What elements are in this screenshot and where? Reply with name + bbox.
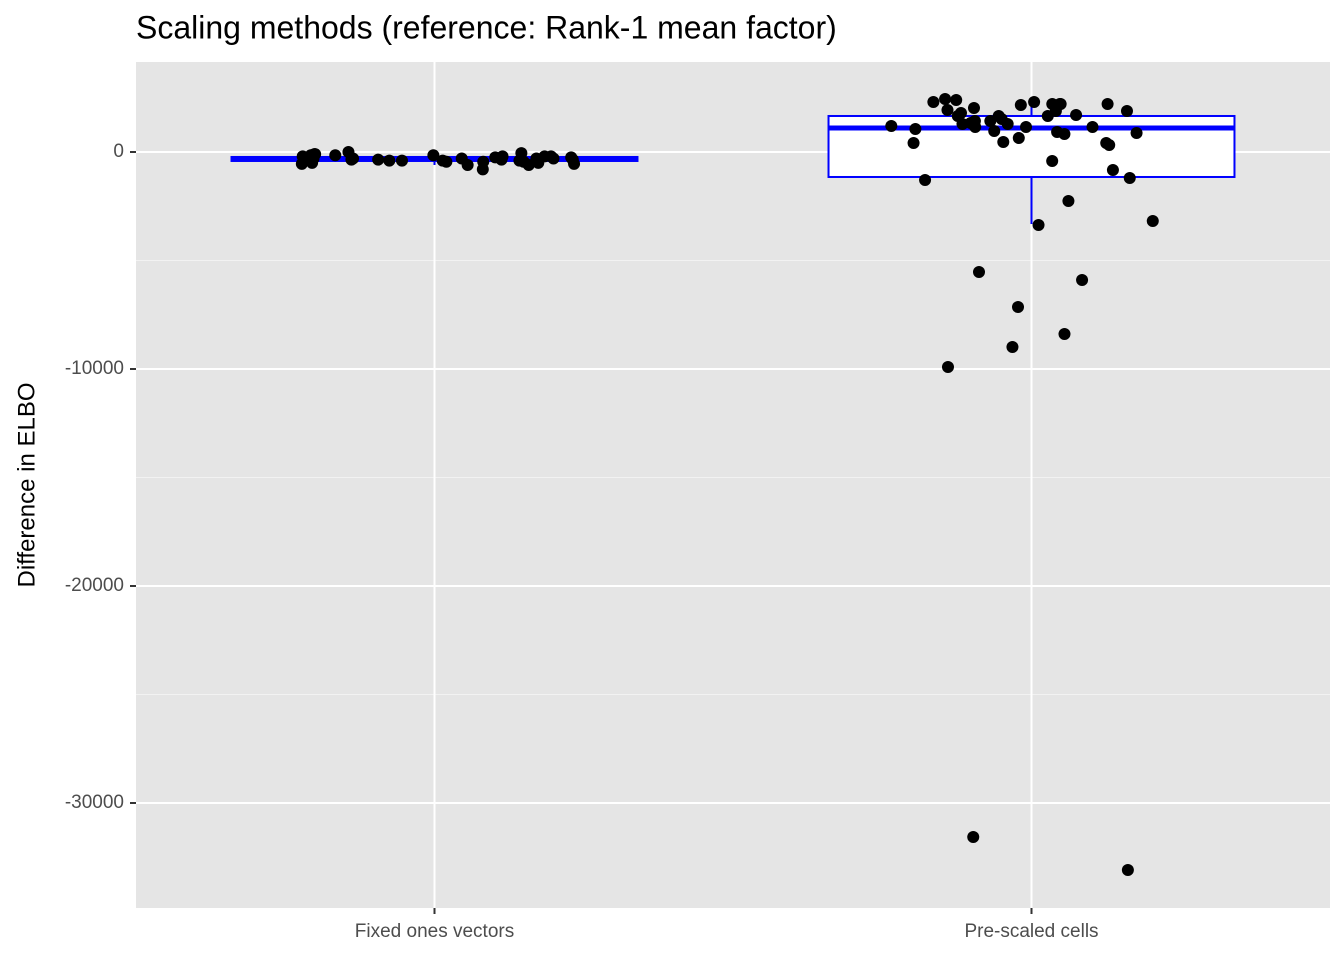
- point: [1012, 300, 1025, 313]
- point: [372, 153, 385, 166]
- point: [345, 153, 358, 166]
- point: [1130, 126, 1143, 139]
- x-tick-label: Pre-scaled cells: [964, 921, 1098, 942]
- point: [885, 119, 898, 132]
- point: [1014, 98, 1027, 111]
- point: [1046, 154, 1059, 167]
- point: [395, 154, 408, 167]
- point: [984, 114, 997, 127]
- point: [1086, 120, 1099, 133]
- point: [436, 154, 449, 167]
- point: [919, 173, 932, 186]
- point: [995, 112, 1008, 125]
- point: [939, 92, 952, 105]
- point: [1101, 97, 1114, 110]
- point: [329, 149, 342, 162]
- y-tick-label: -20000: [65, 575, 124, 596]
- point: [1012, 131, 1025, 144]
- point: [909, 122, 922, 135]
- point: [954, 106, 967, 119]
- point: [383, 154, 396, 167]
- point: [997, 135, 1010, 148]
- point: [1120, 104, 1133, 117]
- point: [1006, 340, 1019, 353]
- point: [1076, 273, 1089, 286]
- point: [496, 150, 509, 163]
- plot-panel: [136, 62, 1330, 908]
- point: [1058, 128, 1071, 141]
- y-tick-label: -10000: [65, 358, 124, 379]
- point: [1028, 95, 1041, 108]
- point: [1123, 171, 1136, 184]
- point: [1100, 136, 1113, 149]
- y-tick-label: -30000: [65, 792, 124, 813]
- point: [956, 117, 969, 130]
- point: [967, 830, 980, 843]
- point: [1020, 120, 1033, 133]
- point: [1070, 108, 1083, 121]
- y-tick-label: 0: [113, 141, 124, 162]
- point: [1062, 194, 1075, 207]
- point: [941, 104, 954, 117]
- chart-title: Scaling methods (reference: Rank-1 mean …: [136, 9, 837, 45]
- x-tick-label: Fixed ones vectors: [355, 921, 514, 942]
- point: [477, 155, 490, 168]
- point: [427, 149, 440, 162]
- point: [307, 152, 320, 165]
- point: [927, 95, 940, 108]
- point: [941, 360, 954, 373]
- point: [461, 159, 474, 172]
- point: [972, 265, 985, 278]
- point: [1146, 214, 1159, 227]
- point: [566, 153, 579, 166]
- point: [1032, 218, 1045, 231]
- y-axis-label: Difference in ELBO: [13, 383, 40, 588]
- point: [907, 136, 920, 149]
- point: [522, 159, 535, 172]
- point: [1106, 163, 1119, 176]
- point: [1121, 864, 1134, 877]
- point: [988, 124, 1001, 137]
- point: [298, 153, 311, 166]
- point: [1058, 327, 1071, 340]
- point: [1054, 97, 1067, 110]
- point: [967, 101, 980, 114]
- point: [950, 93, 963, 106]
